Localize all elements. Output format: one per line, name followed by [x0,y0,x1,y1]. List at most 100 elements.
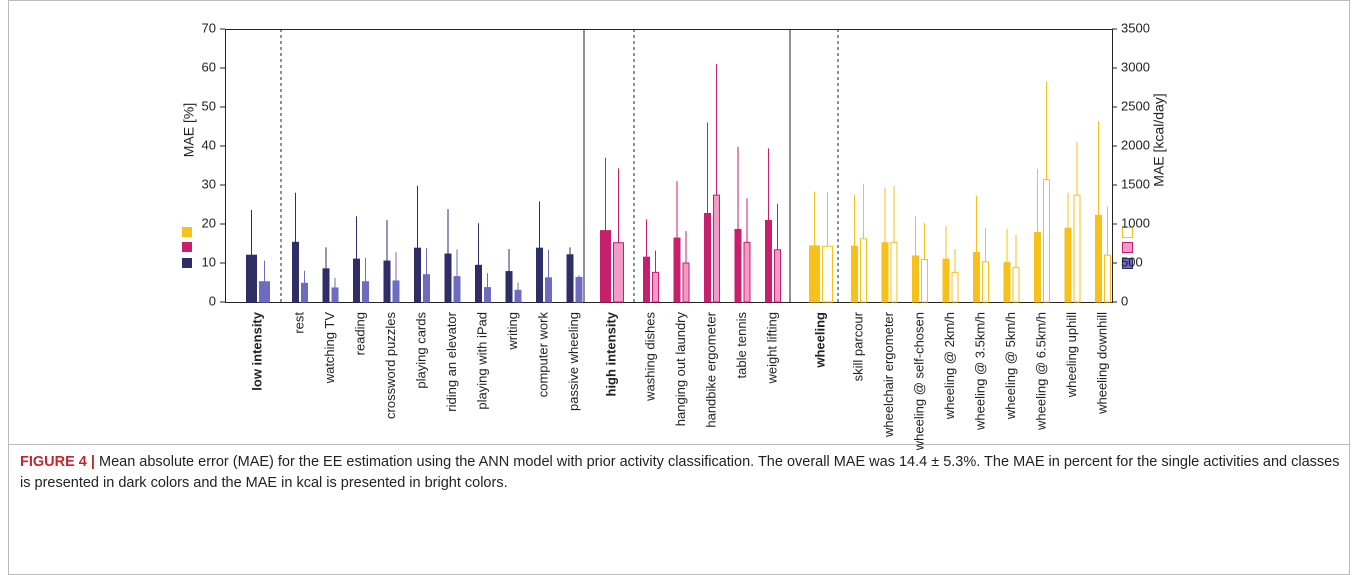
x-tick-label: hanging out laundry [673,312,688,427]
bar [673,237,681,303]
bar [942,258,950,303]
bar [860,238,867,303]
y-tick-label: 30 [202,176,216,191]
y2-tick-label: 1000 [1121,215,1150,230]
x-tick-label: watching TV [322,312,337,385]
legend-left [182,227,192,268]
y-axis-label: MAE [%] [181,103,197,157]
x-tick-label: wheeling downhill [1094,312,1109,415]
legend-swatch [1122,227,1133,238]
bar [414,247,421,303]
legend-swatch [182,227,192,237]
bar [973,251,980,303]
bar [743,241,751,303]
bar [259,281,270,303]
bar [383,260,391,303]
legend-swatch [1122,242,1133,253]
bar [292,241,299,303]
y2-axis-label: MAE [kcal/day] [1151,93,1167,186]
bar [475,264,482,303]
y-tick-label: 60 [202,59,216,74]
y-tick-label: 20 [202,215,216,230]
x-tick-label: playing with iPad [474,312,489,410]
bar [643,256,650,303]
x-tick-label: wheeling [812,312,827,369]
bar [566,254,574,303]
bar [822,245,833,303]
bar [1034,232,1041,303]
legend-swatch [182,242,192,252]
x-tick-label: wheeling @ 6.5km/h [1033,312,1048,431]
bar [765,219,772,303]
bar [484,287,491,303]
caption-label: FIGURE 4 | [20,454,95,470]
y-tick-label: 50 [202,98,216,113]
x-tick-label: rest [291,312,306,334]
bar [890,241,898,303]
x-tick-label: high intensity [603,311,618,396]
bar [682,262,690,303]
y2-tick-label: 1500 [1121,176,1150,191]
x-tick-label: table tennis [734,312,749,379]
bar [652,271,659,303]
bar [912,255,919,303]
bar [613,242,624,303]
bar [536,247,543,303]
y-tick-label: 0 [209,293,216,308]
bar [505,271,513,303]
y2-tick-label: 500 [1121,254,1143,269]
bar [322,268,330,303]
x-tick-label: writing [505,312,520,351]
y2-tick-label: 2500 [1121,98,1150,113]
y2-tick-label: 2000 [1121,137,1150,152]
bar [734,228,742,303]
bar [951,271,959,303]
bar [600,230,611,303]
legend-swatch [182,258,192,268]
bar [881,242,889,303]
x-tick-label: wheeling @ 3.5km/h [972,312,987,431]
x-tick-label: crossword puzzles [383,312,398,419]
bar [444,253,452,303]
x-tick-label: passive wheeling [566,312,581,411]
bar [301,282,308,303]
bar [392,280,400,303]
bar [362,281,369,303]
bar [1064,227,1072,303]
y2-tick-label: 3000 [1121,59,1150,74]
x-tick-label: wheeling @ 2km/h [942,312,957,420]
bar [713,194,720,303]
legend-swatch [1122,258,1133,269]
x-tick-label: weight lifting [764,312,779,385]
bar [1043,179,1050,303]
legend-right [1122,227,1133,269]
bar [1073,194,1081,303]
bar [514,289,522,303]
x-tick-label: handbike ergometer [703,311,718,427]
x-tick-label: reading [352,312,367,355]
x-tick-label: riding an elevator [444,311,459,411]
bar [246,254,257,303]
bar [851,245,858,303]
bar [545,277,552,303]
bar [774,249,781,303]
x-tick-label: skill parcour [850,311,865,381]
bar [423,274,430,303]
x-tick-label: wheeling @ self-chosen [911,312,926,451]
y2-tick-label: 0 [1121,293,1128,308]
y-tick-label: 40 [202,137,216,152]
x-tick-label: low intensity [249,311,264,391]
y-tick-label: 10 [202,254,216,269]
bar [982,261,989,303]
bar [1104,254,1111,303]
bar [1003,262,1011,303]
bar [353,258,360,303]
caption: FIGURE 4 | Mean absolute error (MAE) for… [20,452,1340,494]
x-tick-label: washing dishes [642,312,657,402]
bar [809,245,820,303]
bar [575,276,583,303]
x-tick-label: computer work [535,312,550,398]
x-tick-label: wheelchair ergometer [881,311,896,438]
